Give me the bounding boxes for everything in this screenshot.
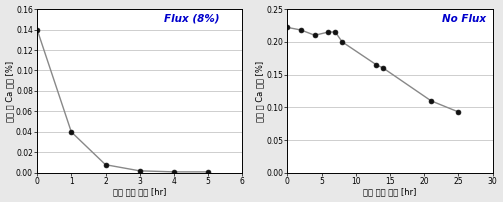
X-axis label: 용탑 유지 시간 [hr]: 용탑 유지 시간 [hr] xyxy=(363,187,416,196)
Y-axis label: 용탑 내 Ca 성분 [%]: 용탑 내 Ca 성분 [%] xyxy=(256,60,265,122)
Y-axis label: 용탑 내 Ca 성분 [%]: 용탑 내 Ca 성분 [%] xyxy=(6,60,15,122)
Text: No Flux: No Flux xyxy=(442,14,486,24)
X-axis label: 용탑 유지 시간 [hr]: 용탑 유지 시간 [hr] xyxy=(113,187,166,196)
Text: Flux (8%): Flux (8%) xyxy=(164,14,220,24)
